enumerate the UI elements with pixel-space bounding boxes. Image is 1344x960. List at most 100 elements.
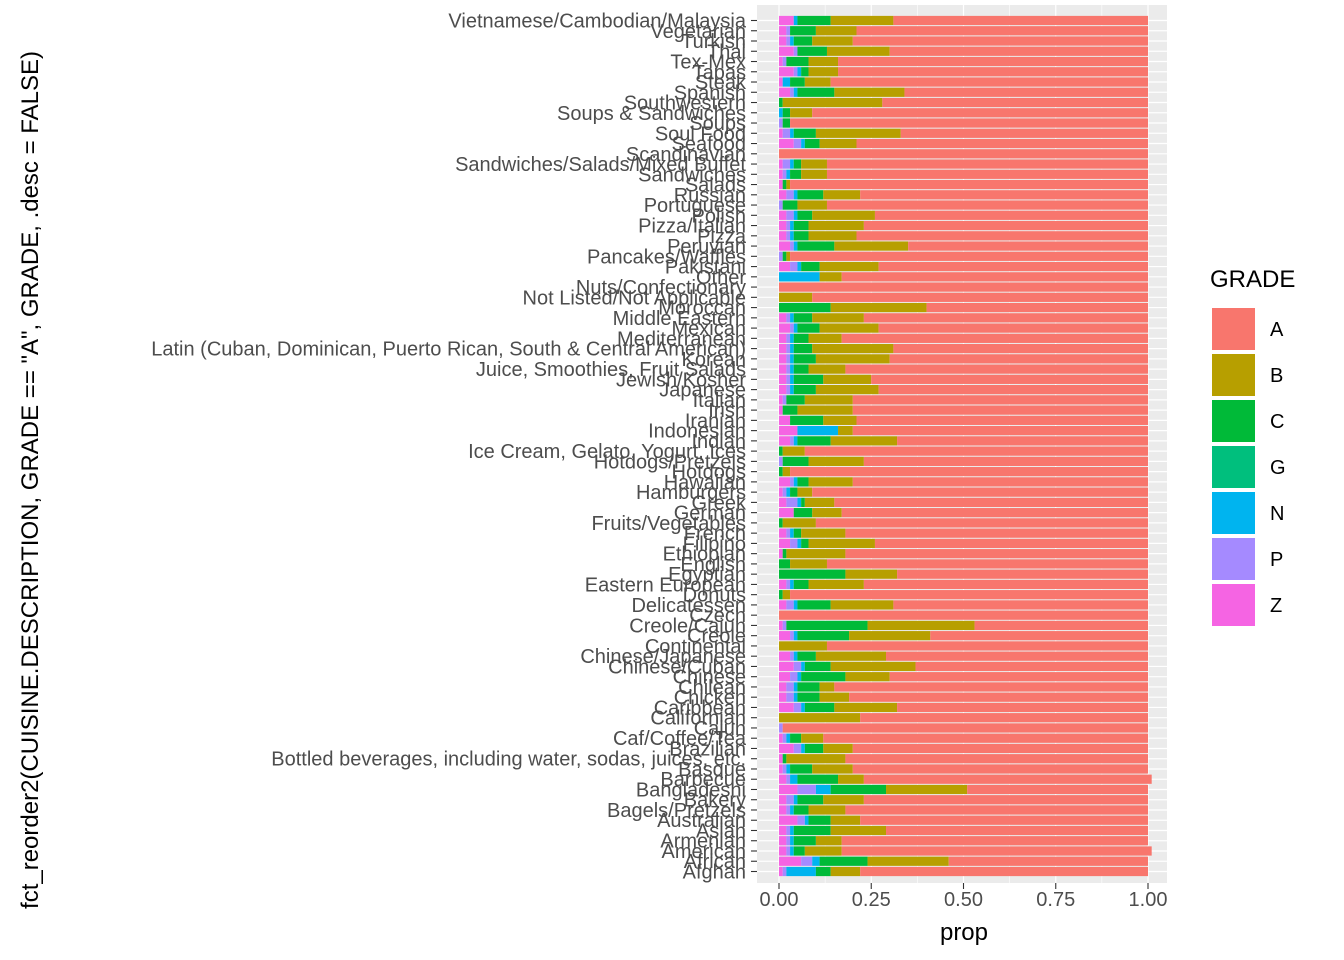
bar-thai-grade-c	[797, 46, 827, 56]
bar-bakery-grade-z	[779, 795, 787, 805]
bar-french-grade-b	[801, 528, 846, 538]
bar-chinese-cuban-grade-c	[804, 661, 831, 672]
bar-bagels-pretzels-grade-n	[790, 805, 794, 815]
bar-soups-sandwiches-grade-c	[782, 108, 791, 118]
bar-other-grade-b	[819, 272, 842, 282]
bar-mediterranean-grade-n	[790, 333, 794, 343]
x-tick-label: 0.00	[760, 889, 799, 911]
legend-label-g: G	[1270, 457, 1286, 479]
bar-afghan-grade-z	[779, 866, 783, 877]
bar-african-grade-n	[812, 856, 820, 866]
bar-indonesian-grade-b	[838, 426, 853, 436]
bar-creole-cajun-grade-b	[867, 620, 975, 631]
bar-other-grade-a	[841, 272, 1148, 282]
bar-korean-grade-n	[790, 354, 794, 364]
bar-greek-grade-n	[797, 497, 802, 508]
bar-hotdogs-pretzels-grade-b	[808, 456, 864, 466]
legend-label-p: P	[1270, 549, 1283, 571]
bar-soups-grade-p	[779, 118, 783, 128]
bar-caribbean-grade-n	[801, 702, 805, 713]
bar-pizza-grade-a	[856, 231, 1148, 241]
bar-african-grade-z	[779, 856, 802, 866]
y-tick-label: Russian	[674, 185, 746, 207]
bar-soul-food-grade-b	[815, 128, 901, 138]
y-tick-label: Chinese/Cuban	[608, 656, 746, 678]
bar-peruvian-grade-z	[779, 241, 791, 251]
bar-basque-grade-z	[779, 764, 783, 774]
bar-korean-grade-a	[889, 354, 1148, 364]
bar-creole-grade-n	[793, 631, 798, 641]
y-tick-label: Vegetarian	[650, 21, 746, 43]
bar-donuts-grade-a	[790, 590, 1148, 600]
bar-polish-grade-c	[797, 210, 813, 220]
bar-italian-grade-b	[804, 395, 853, 405]
y-tick-label: Pizza/Italian	[638, 216, 746, 238]
y-tick-label: Bagels/Pretzels	[607, 800, 746, 822]
bar-jewish-kosher-grade-a	[871, 374, 1148, 384]
bar-french-grade-a	[845, 528, 1148, 538]
bar-bottled-beverages-including-water-sodas-juices-etc-grade-b	[786, 754, 846, 764]
bar-hotdogs-grade-b	[782, 467, 791, 477]
bar-seafood-grade-n	[801, 138, 805, 149]
bars	[779, 15, 1152, 877]
bar-sandwiches-grade-b	[801, 169, 827, 179]
y-tick-label: Bangladeshi	[636, 779, 746, 801]
bar-chinese-grade-a	[889, 672, 1148, 682]
bar-italian-grade-a	[852, 395, 1148, 405]
bar-moroccan-grade-a	[926, 302, 1148, 313]
bar-ice-cream-gelato-yogurt-ices-grade-a	[804, 446, 1148, 456]
legend-label-z: Z	[1270, 595, 1282, 617]
bar-continental-grade-a	[826, 641, 1148, 651]
bar-tex-mex-grade-c	[786, 56, 809, 67]
bar-german-grade-b	[812, 508, 842, 518]
bar-filipino-grade-n	[797, 538, 802, 549]
bar-tex-mex-grade-z	[779, 56, 783, 67]
bar-czech-grade-a	[779, 610, 1148, 620]
bar-ethiopian-grade-z	[779, 549, 783, 559]
bar-iranian-grade-a	[856, 415, 1148, 425]
bar-thai-grade-b	[826, 46, 890, 56]
bar-indian-grade-n	[793, 436, 798, 446]
bar-chicken-grade-c	[797, 692, 820, 702]
bar-mediterranean-grade-a	[841, 333, 1148, 343]
bar-chilean-grade-c	[797, 682, 820, 692]
bar-delicatessen-grade-c	[797, 600, 831, 610]
bar-eastern-european-grade-n	[790, 579, 794, 590]
bar-german-grade-c	[793, 508, 813, 518]
bar-italian-grade-p	[782, 395, 787, 405]
bar-spanish-grade-a	[904, 87, 1148, 97]
y-tick-label: Scandinavian	[626, 144, 746, 166]
bar-indian-grade-c	[797, 436, 831, 446]
bar-iranian-grade-b	[823, 415, 857, 425]
bar-turkish-grade-p	[786, 36, 791, 46]
bar-cajun-grade-p	[779, 723, 783, 733]
y-tick-label: Chinese/Japanese	[580, 646, 746, 668]
x-axis-labels: 0.00 0.25 0.50 0.75 1.00	[760, 889, 1168, 911]
bar-irish-grade-b	[797, 405, 853, 415]
bar-pizza-italian-grade-a	[863, 220, 1148, 231]
bar-barbecue-grade-n	[790, 774, 798, 784]
y-tick-label: German	[674, 503, 746, 525]
bar-donuts-grade-b	[782, 590, 791, 600]
bar-barbecue-grade-c	[797, 774, 839, 784]
bar-tex-mex-grade-b	[808, 56, 839, 67]
bar-ethiopian-grade-a	[845, 549, 1148, 559]
bar-soups-grade-c	[782, 118, 791, 128]
y-tick-label: Italian	[693, 390, 746, 412]
y-tick-label: Fruits/Vegetables	[591, 513, 746, 535]
y-tick-label: Indonesian	[648, 421, 746, 443]
bar-donuts-grade-c	[779, 590, 783, 600]
bar-chinese-cuban-grade-a	[915, 661, 1148, 672]
bar-seafood-grade-p	[793, 138, 802, 149]
bar-turkish-grade-c	[793, 36, 813, 46]
bar-afghan-grade-n	[786, 866, 816, 877]
bar-vietnamese-cambodian-malaysia-grade-b	[830, 15, 894, 26]
bar-filipino-grade-a	[874, 538, 1148, 549]
bar-soups-sandwiches-grade-b	[790, 108, 813, 118]
bar-sandwiches-grade-a	[826, 169, 1148, 179]
bar-brazilian-grade-p	[793, 743, 802, 754]
bar-chinese-cuban-grade-b	[830, 661, 916, 672]
bar-delicatessen-grade-n	[793, 600, 798, 610]
y-tick-label: Hotdogs/Pretzels	[594, 451, 746, 473]
bar-hamburgers-grade-z	[779, 487, 783, 497]
